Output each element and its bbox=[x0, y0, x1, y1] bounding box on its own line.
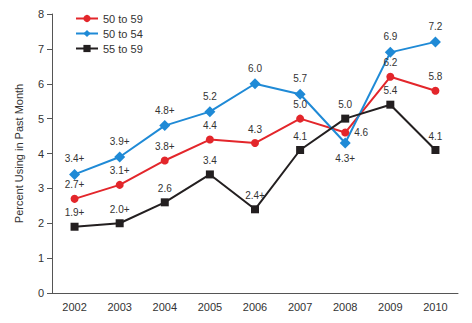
svg-text:2002: 2002 bbox=[62, 301, 86, 313]
svg-text:1.9+: 1.9+ bbox=[65, 207, 85, 218]
svg-text:4: 4 bbox=[38, 148, 44, 160]
svg-text:5.0: 5.0 bbox=[293, 99, 307, 110]
svg-text:7: 7 bbox=[38, 43, 44, 55]
svg-text:7.2: 7.2 bbox=[428, 21, 442, 32]
svg-text:3.8+: 3.8+ bbox=[155, 141, 175, 152]
svg-text:4.1: 4.1 bbox=[293, 131, 307, 142]
svg-text:3.9+: 3.9+ bbox=[110, 136, 130, 147]
svg-text:3.1+: 3.1+ bbox=[110, 165, 130, 176]
svg-text:4.6: 4.6 bbox=[354, 127, 368, 138]
svg-text:50 to 54: 50 to 54 bbox=[103, 28, 143, 40]
svg-text:1: 1 bbox=[38, 252, 44, 264]
svg-text:2004: 2004 bbox=[153, 301, 177, 313]
svg-text:3.4: 3.4 bbox=[203, 155, 217, 166]
svg-text:4.1: 4.1 bbox=[428, 131, 442, 142]
svg-text:8: 8 bbox=[38, 8, 44, 20]
svg-text:2010: 2010 bbox=[423, 301, 447, 313]
svg-text:4.3: 4.3 bbox=[248, 124, 262, 135]
svg-text:5.7: 5.7 bbox=[293, 73, 307, 84]
svg-text:2006: 2006 bbox=[243, 301, 267, 313]
svg-text:6.0: 6.0 bbox=[248, 63, 262, 74]
svg-text:2.0+: 2.0+ bbox=[110, 204, 130, 215]
svg-text:6: 6 bbox=[38, 78, 44, 90]
svg-text:5.4: 5.4 bbox=[383, 85, 397, 96]
svg-text:2003: 2003 bbox=[107, 301, 131, 313]
svg-text:2.6: 2.6 bbox=[158, 183, 172, 194]
svg-text:4.3+: 4.3+ bbox=[335, 153, 355, 164]
svg-text:3.4+: 3.4+ bbox=[65, 153, 85, 164]
svg-text:2009: 2009 bbox=[378, 301, 402, 313]
svg-text:4.8+: 4.8+ bbox=[155, 105, 175, 116]
svg-text:6.9: 6.9 bbox=[383, 31, 397, 42]
svg-text:50 to 59: 50 to 59 bbox=[103, 13, 143, 25]
svg-text:2: 2 bbox=[38, 217, 44, 229]
svg-text:Percent Using in Past Month: Percent Using in Past Month bbox=[13, 84, 25, 223]
svg-text:6.2: 6.2 bbox=[383, 57, 397, 68]
svg-text:5: 5 bbox=[38, 113, 44, 125]
svg-text:5.2: 5.2 bbox=[203, 91, 217, 102]
svg-text:2008: 2008 bbox=[333, 301, 357, 313]
svg-text:55 to 59: 55 to 59 bbox=[103, 43, 143, 55]
svg-text:2.4+: 2.4+ bbox=[245, 190, 265, 201]
svg-text:2005: 2005 bbox=[198, 301, 222, 313]
svg-text:3: 3 bbox=[38, 182, 44, 194]
svg-text:0: 0 bbox=[38, 287, 44, 299]
svg-text:5.8: 5.8 bbox=[428, 71, 442, 82]
svg-text:2.7+: 2.7+ bbox=[65, 179, 85, 190]
svg-text:4.4: 4.4 bbox=[203, 120, 217, 131]
svg-text:2007: 2007 bbox=[288, 301, 312, 313]
svg-text:5.0: 5.0 bbox=[338, 99, 352, 110]
